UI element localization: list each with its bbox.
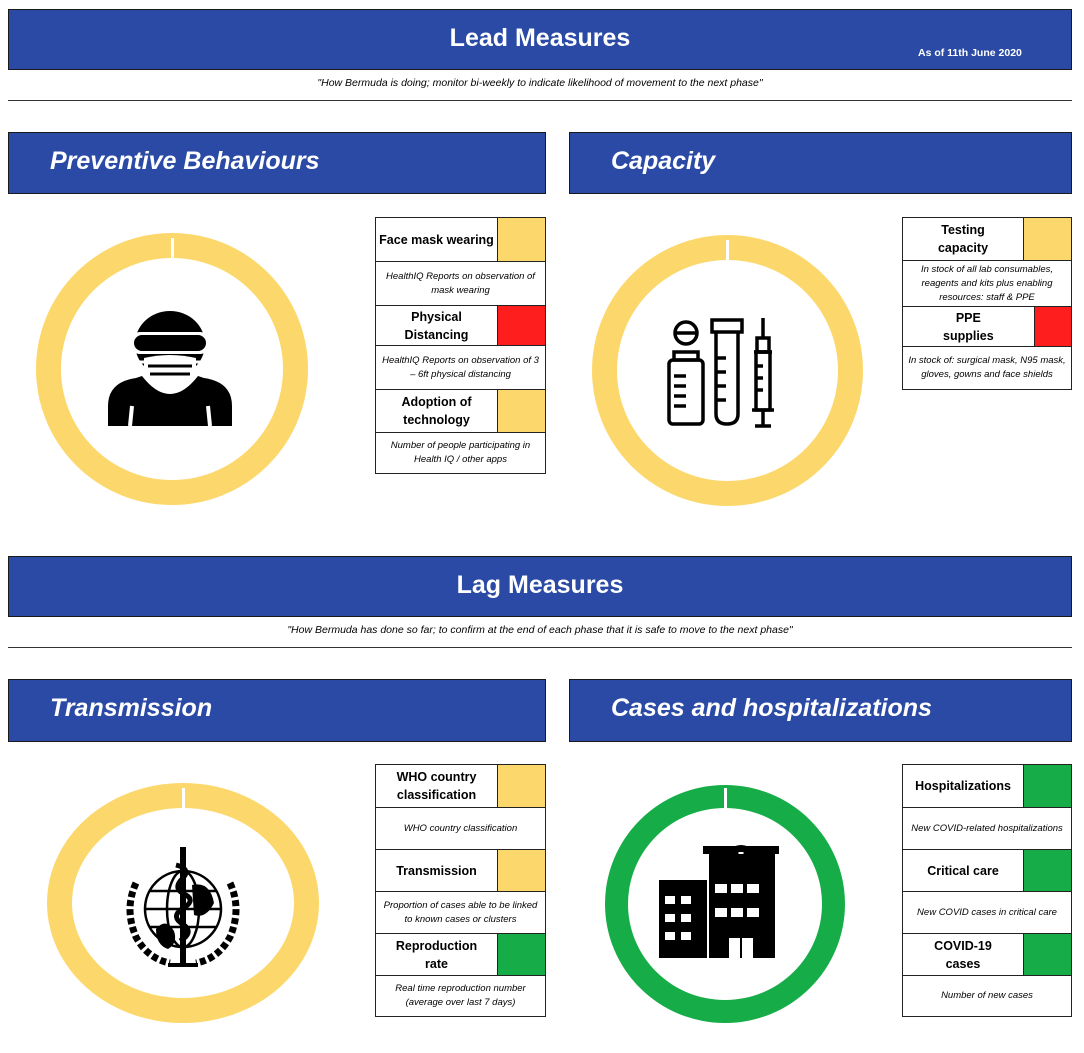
transmission-title: Transmission	[50, 694, 213, 722]
measure-label: Transmission	[376, 850, 498, 891]
capacity-measures-table: Testing capacity In stock of all lab con…	[902, 217, 1072, 390]
status-swatch	[1024, 765, 1071, 807]
measure-description: New COVID-related hospitalizations	[903, 808, 1071, 850]
measure-row: COVID-19 cases	[903, 934, 1071, 976]
transmission-header: Transmission	[8, 679, 546, 742]
measure-row: Adoption of technology	[376, 390, 545, 433]
measure-row: Hospitalizations	[903, 765, 1071, 808]
measure-description: Real time reproduction number (average o…	[395, 983, 526, 1008]
status-swatch	[498, 934, 545, 975]
measure-label: Critical care	[903, 850, 1024, 891]
status-swatch	[1024, 934, 1071, 975]
status-swatch	[498, 850, 545, 891]
lag-measures-banner: Lag Measures	[8, 556, 1072, 617]
cases-hospitalizations-title: Cases and hospitalizations	[611, 694, 932, 722]
measure-label: Testing capacity	[903, 218, 1024, 260]
status-swatch	[1024, 218, 1071, 260]
measure-description: HealthIQ Reports on observation of 3 – 6…	[376, 346, 545, 390]
cases-hospitalizations-header: Cases and hospitalizations	[569, 679, 1072, 742]
measure-label: Adoption of technology	[376, 390, 498, 432]
preventive-behaviours-title: Preventive Behaviours	[50, 147, 320, 175]
lag-divider	[8, 647, 1072, 648]
measure-row: Physical Distancing	[376, 306, 545, 346]
measure-label: PPE supplies	[903, 307, 1035, 346]
measure-row: Critical care	[903, 850, 1071, 892]
status-swatch	[498, 218, 545, 261]
lead-measures-quote: "How Bermuda is doing; monitor bi-weekly…	[317, 77, 763, 89]
lag-measures-quote: "How Bermuda has done so far; to confirm…	[287, 624, 793, 636]
measure-description: In stock of: surgical mask, N95 mask, gl…	[908, 355, 1066, 380]
measure-label: Reproduction rate	[376, 934, 498, 975]
measure-row: PPE supplies	[903, 307, 1071, 347]
lag-measures-title: Lag Measures	[456, 571, 624, 599]
status-swatch	[498, 306, 545, 345]
measure-description: Number of people participating in Health…	[390, 440, 531, 465]
measure-description: HealthIQ Reports on observation of mask …	[376, 262, 545, 306]
status-swatch	[498, 390, 545, 432]
status-swatch	[1024, 850, 1071, 891]
measure-label: WHO country classification	[376, 765, 498, 807]
measure-description: In stock of all lab consumables, reagent…	[903, 261, 1071, 307]
status-swatch	[498, 765, 545, 807]
measure-label: Hospitalizations	[903, 765, 1024, 807]
masked-person-icon	[108, 311, 232, 427]
measure-label: COVID-19 cases	[903, 934, 1024, 975]
measure-description: New COVID cases in critical care	[903, 892, 1071, 934]
hospital-icon	[659, 845, 779, 958]
cases-measures-table: Hospitalizations New COVID-related hospi…	[902, 764, 1072, 1017]
lab-supplies-icon	[667, 318, 774, 428]
measure-row: WHO country classification	[376, 765, 545, 808]
transmission-measures-table: WHO country classification WHO country c…	[375, 764, 546, 1017]
preventive-measures-table: Face mask wearing HealthIQ Reports on ob…	[375, 217, 546, 474]
measure-description: Proportion of cases able to be linked to…	[376, 892, 545, 934]
as-of-date: As of 11th June 2020	[918, 47, 1022, 59]
measure-description: Number of new cases	[941, 990, 1033, 1001]
measure-row: Face mask wearing	[376, 218, 545, 262]
measure-row: Transmission	[376, 850, 545, 892]
measure-row: Testing capacity	[903, 218, 1071, 261]
lead-measures-title: Lead Measures	[449, 24, 631, 52]
measure-label: Face mask wearing	[376, 218, 498, 261]
status-swatch	[1034, 307, 1071, 346]
capacity-header: Capacity	[569, 132, 1072, 194]
measure-row: Reproduction rate	[376, 934, 545, 976]
measure-label: Physical Distancing	[376, 306, 498, 345]
lead-divider	[8, 100, 1072, 101]
measure-description: WHO country classification	[376, 808, 545, 850]
lead-measures-banner: Lead Measures As of 11th June 2020	[8, 9, 1072, 70]
capacity-title: Capacity	[611, 147, 716, 175]
preventive-behaviours-header: Preventive Behaviours	[8, 132, 546, 194]
who-emblem-icon	[126, 847, 240, 967]
